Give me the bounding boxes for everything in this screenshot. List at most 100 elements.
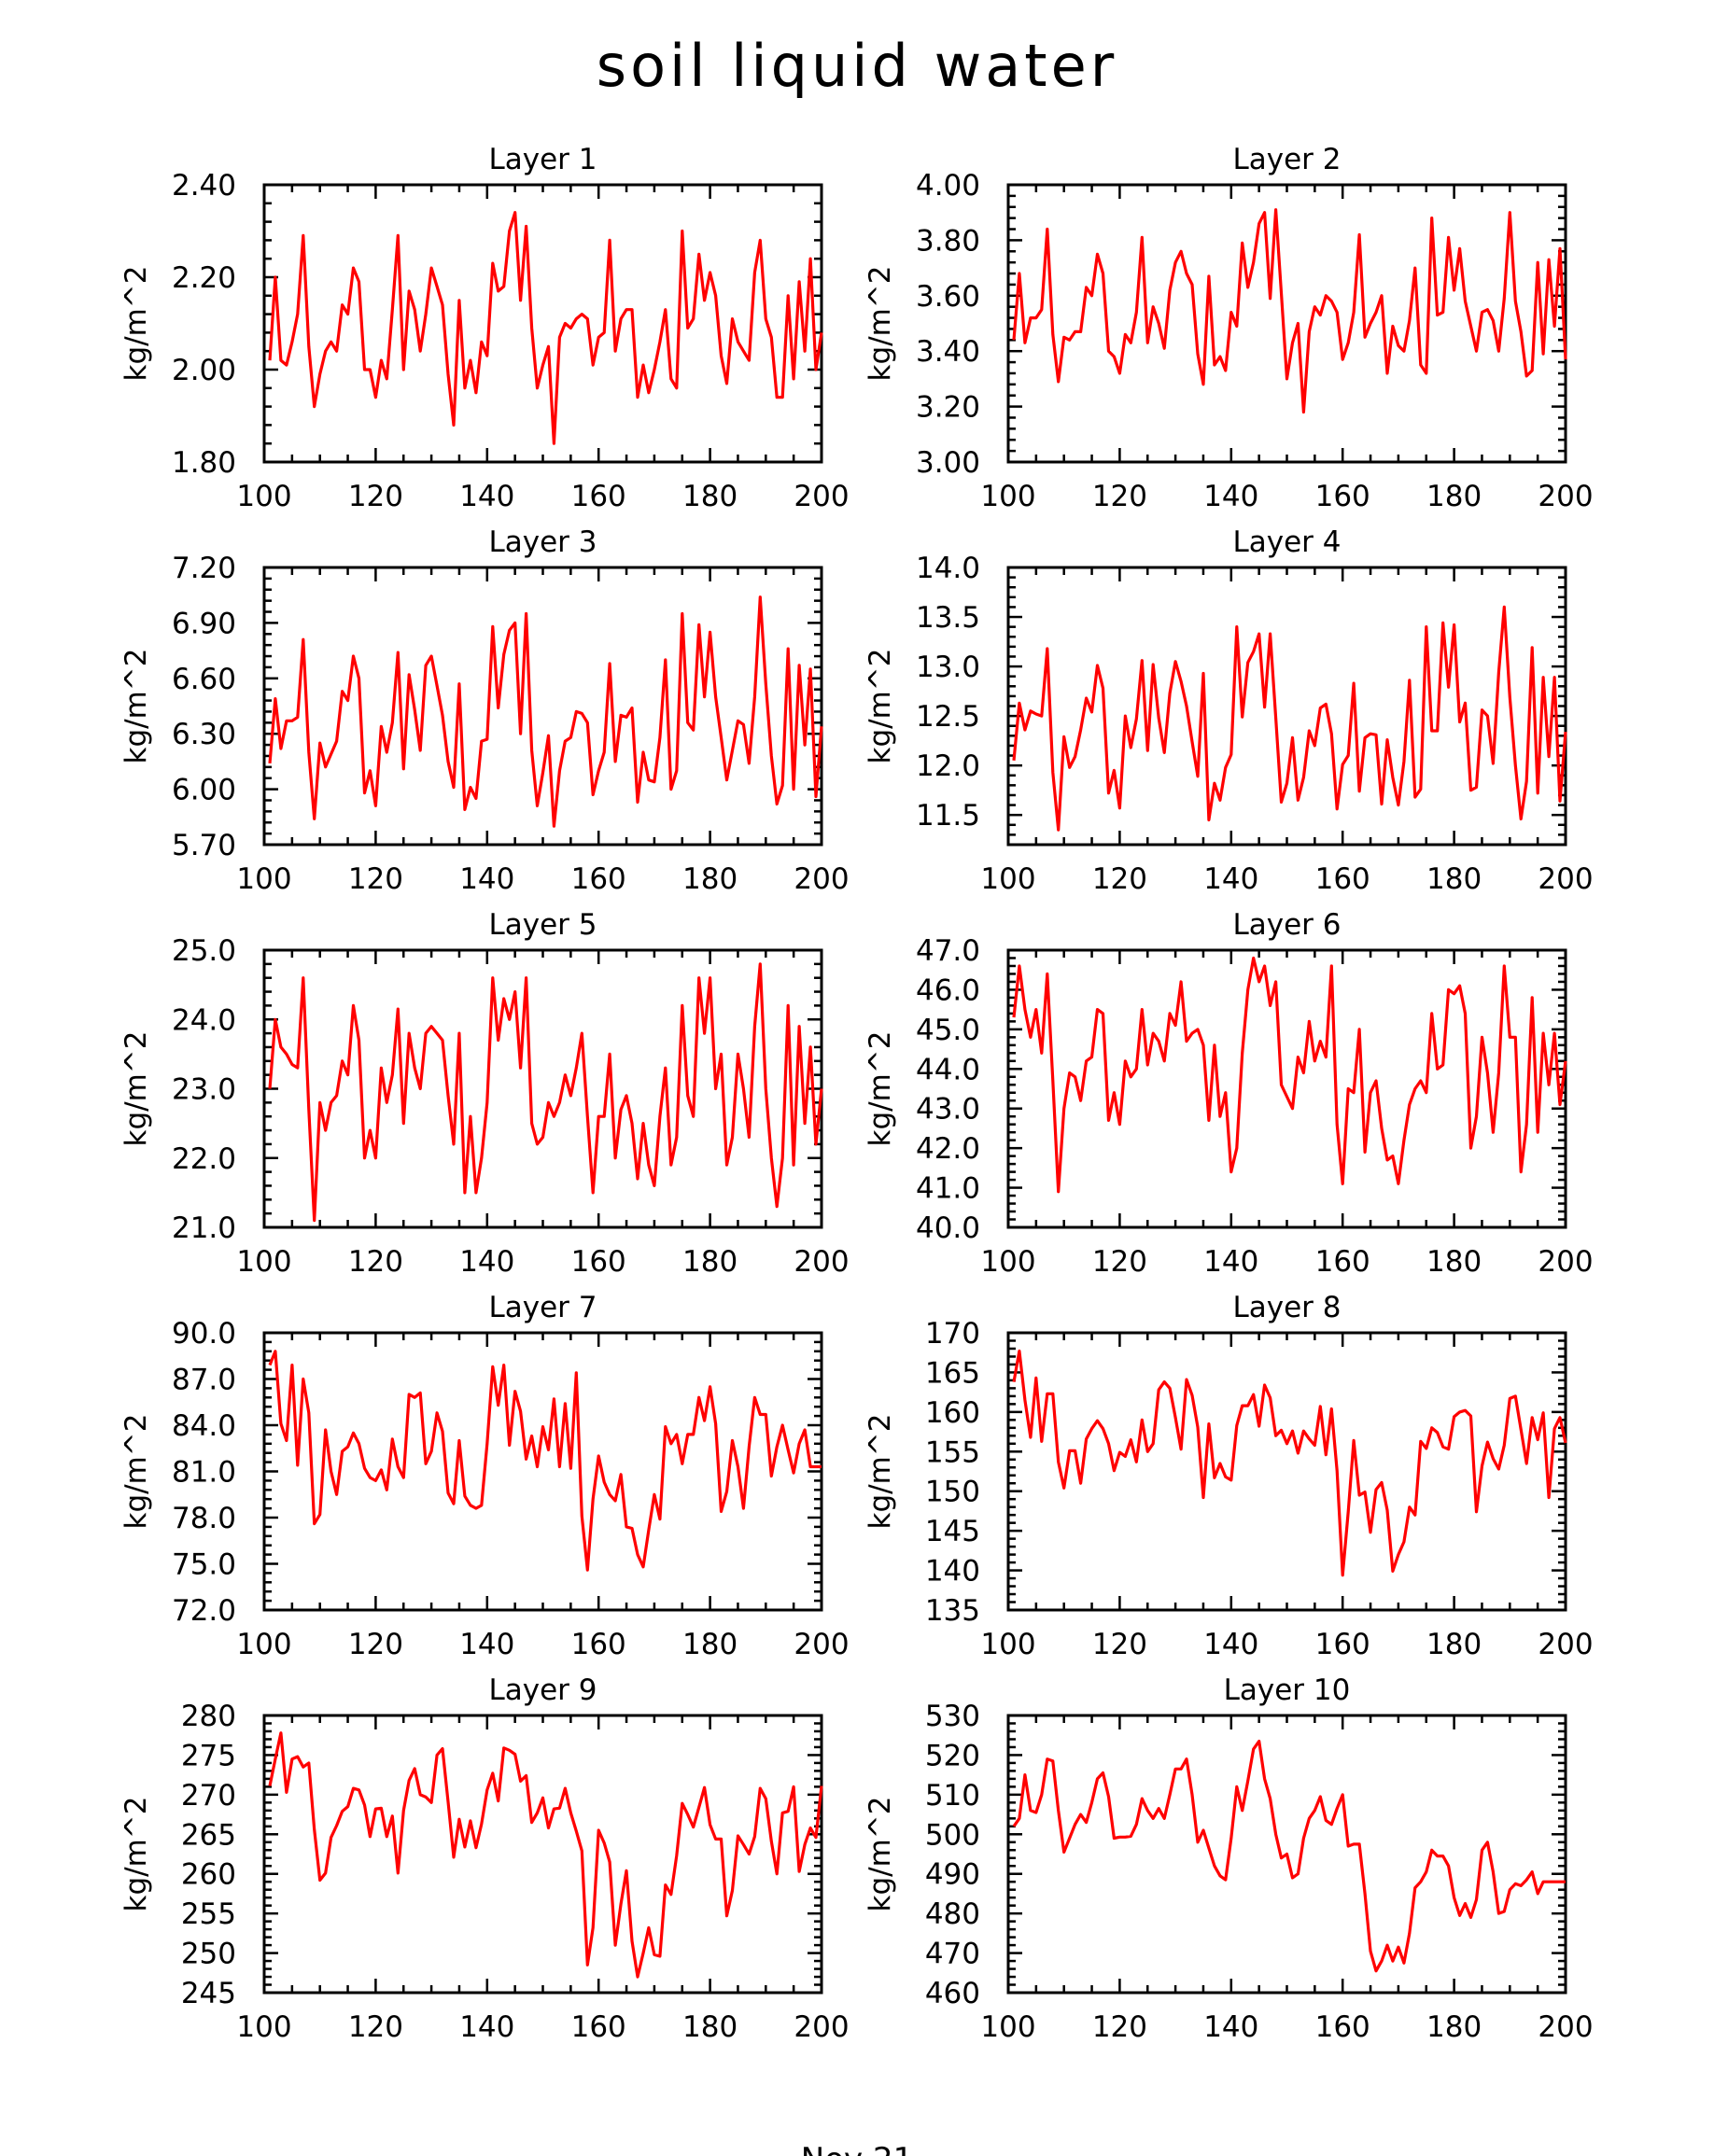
y-tick-label: 5.70: [172, 829, 236, 862]
x-tick-label: 200: [794, 1628, 849, 1661]
panel-layer-4: Layer 4 kg/m^2 100 120 140 160 180 200 11.5 12.0 1…: [864, 525, 1594, 896]
y-tick-label: 480: [925, 1897, 980, 1931]
x-tick-label: 180: [682, 1628, 738, 1661]
figure-title: soil liquid water: [597, 32, 1117, 100]
y-tick-label: 45.0: [916, 1014, 980, 1047]
panel-title: Layer 2: [1232, 143, 1341, 176]
panel-title: Layer 1: [488, 143, 597, 176]
y-tick-label: 3.40: [916, 335, 980, 369]
series-line: [1012, 1739, 1566, 1973]
panel-title: Layer 3: [488, 525, 597, 559]
x-tick-label: 160: [571, 2010, 626, 2044]
x-tick-label: 160: [1315, 1628, 1370, 1661]
y-tick-label: 2.40: [172, 169, 236, 203]
y-axis-label: kg/m^2: [864, 1031, 897, 1147]
y-tick-label: 3.00: [916, 446, 980, 480]
x-tick-label: 120: [1092, 2010, 1147, 2044]
x-tick-label: 100: [980, 2010, 1035, 2044]
x-tick-label: 180: [1426, 862, 1482, 896]
series-line: [1012, 208, 1567, 414]
y-tick-label: 81.0: [172, 1456, 236, 1490]
x-tick-label: 120: [1092, 1628, 1147, 1661]
y-tick-label: 6.00: [172, 774, 236, 807]
y-tick-label: 150: [925, 1476, 980, 1509]
y-axis-label: kg/m^2: [119, 1797, 153, 1912]
y-tick-label: 43.0: [916, 1093, 980, 1127]
x-tick-label: 100: [236, 862, 291, 896]
series-line: [268, 962, 823, 1223]
y-tick-label: 255: [181, 1897, 236, 1931]
x-tick-label: 160: [1315, 1245, 1370, 1279]
y-tick-label: 84.0: [172, 1409, 236, 1443]
y-tick-label: 7.20: [172, 552, 236, 585]
y-axis-label: kg/m^2: [119, 1031, 153, 1147]
y-tick-label: 13.5: [916, 601, 980, 635]
y-tick-label: 87.0: [172, 1364, 236, 1397]
x-tick-label: 120: [348, 480, 403, 513]
x-tick-label: 200: [1538, 480, 1593, 513]
y-tick-label: 14.0: [916, 552, 980, 585]
panel-title: Layer 8: [1232, 1291, 1341, 1324]
x-tick-label: 140: [459, 2010, 514, 2044]
panel-title: Layer 5: [488, 908, 597, 942]
series-line: [268, 595, 823, 828]
panel-layer-5: Layer 5 kg/m^2 100 120 140 160 180 200 21.0 22.0 2…: [119, 908, 850, 1279]
x-tick-label: 140: [459, 862, 514, 896]
y-tick-label: 90.0: [172, 1317, 236, 1351]
y-tick-label: 47.0: [916, 934, 980, 968]
y-tick-label: 12.5: [916, 700, 980, 734]
x-tick-label: 160: [1315, 480, 1370, 513]
y-tick-label: 3.60: [916, 280, 980, 314]
x-tick-label: 100: [980, 1245, 1035, 1279]
y-axis-label: kg/m^2: [864, 1414, 897, 1530]
y-tick-label: 75.0: [172, 1548, 236, 1582]
x-tick-label: 100: [236, 1245, 291, 1279]
x-tick-label: 200: [794, 1245, 849, 1279]
y-tick-label: 78.0: [172, 1502, 236, 1535]
panel-layer-2: Layer 2 kg/m^2 100 120 140 160 180 200 3.00 3.20 3…: [864, 143, 1594, 513]
x-tick-label: 120: [1092, 862, 1147, 896]
y-tick-label: 265: [181, 1818, 236, 1852]
y-axis-label: kg/m^2: [864, 1797, 897, 1912]
x-tick-label: 140: [459, 1245, 514, 1279]
y-tick-label: 24.0: [172, 1003, 236, 1037]
y-tick-label: 40.0: [916, 1211, 980, 1245]
panel-layer-10: Layer 10 kg/m^2 100 120 140 160 180 200 460 470 48…: [864, 1673, 1594, 2044]
x-tick-label: 200: [1538, 1628, 1593, 1661]
y-tick-label: 510: [925, 1779, 980, 1813]
panel-layer-6: Layer 6 kg/m^2 100 120 140 160 180 200 40.0 41.0 4…: [864, 908, 1594, 1279]
y-axis-label: kg/m^2: [864, 649, 897, 764]
x-tick-label: 200: [1538, 1245, 1593, 1279]
x-tick-label: 120: [1092, 1245, 1147, 1279]
x-tick-label: 160: [571, 1628, 626, 1661]
y-axis-label: kg/m^2: [864, 266, 897, 382]
y-tick-label: 11.5: [916, 799, 980, 833]
x-tick-label: 100: [980, 480, 1035, 513]
y-tick-label: 470: [925, 1938, 980, 1971]
x-tick-label: 200: [794, 480, 849, 513]
panel-title: Layer 9: [488, 1673, 597, 1707]
y-tick-label: 460: [925, 1977, 980, 2010]
y-tick-label: 280: [181, 1700, 236, 1733]
y-tick-label: 170: [925, 1317, 980, 1351]
y-tick-label: 135: [925, 1594, 980, 1628]
chart-panels: Layer 1 kg/m^2 100 120 140 160 180 200 1.80 2.00 2…: [119, 143, 1594, 2044]
x-tick-label: 180: [1426, 1628, 1482, 1661]
x-tick-label: 120: [348, 1245, 403, 1279]
x-tick-label: 200: [794, 2010, 849, 2044]
x-tick-label: 200: [794, 862, 849, 896]
x-tick-label: 140: [1203, 2010, 1258, 2044]
y-tick-label: 42.0: [916, 1132, 980, 1166]
x-tick-label: 120: [348, 2010, 403, 2044]
y-tick-label: 3.20: [916, 391, 980, 425]
panel-title: Layer 7: [488, 1291, 597, 1324]
y-tick-label: 6.30: [172, 718, 236, 751]
y-tick-label: 160: [925, 1396, 980, 1430]
y-axis-label: kg/m^2: [119, 1414, 153, 1530]
x-tick-label: 160: [1315, 862, 1370, 896]
panel-title: Layer 6: [1232, 908, 1341, 942]
panel-title: Layer 10: [1224, 1673, 1351, 1707]
x-tick-label: 140: [1203, 480, 1258, 513]
x-tick-label: 120: [348, 1628, 403, 1661]
x-tick-label: 180: [1426, 2010, 1482, 2044]
